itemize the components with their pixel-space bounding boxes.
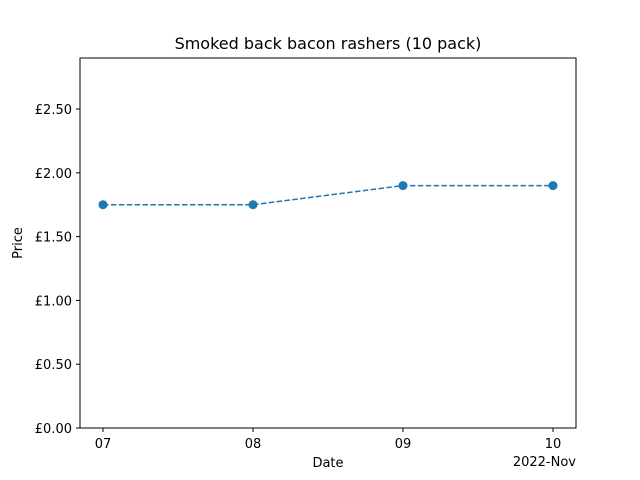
y-tick-label: £1.50	[35, 231, 72, 246]
plot-frame	[79, 57, 577, 429]
data-point	[398, 181, 408, 191]
data-point	[248, 200, 258, 210]
x-axis-offset-label: 2022-Nov	[513, 455, 576, 470]
series-line	[103, 184, 553, 206]
series-layer	[98, 181, 558, 210]
x-tick-label: 07	[95, 437, 112, 452]
x-tick-label: 10	[545, 437, 562, 452]
x-axis-ticks: 07 08 09 10	[95, 428, 562, 452]
y-axis-label: Price	[11, 227, 26, 259]
x-axis-label: Date	[312, 456, 343, 471]
data-point	[548, 181, 558, 191]
y-tick-label: £1.00	[35, 294, 72, 309]
y-axis-ticks: £0.00 £0.50 £1.00 £1.50 £2.00 £2.50	[35, 103, 80, 437]
x-tick-label: 09	[395, 437, 412, 452]
y-tick-label: £0.00	[35, 422, 72, 437]
data-point	[98, 200, 108, 210]
y-tick-label: £2.50	[35, 103, 72, 118]
chart-title: Smoked back bacon rashers (10 pack)	[175, 34, 482, 53]
plot-area	[79, 57, 577, 429]
y-tick-label: £2.00	[35, 167, 72, 182]
y-tick-label: £0.50	[35, 358, 72, 373]
x-tick-label: 08	[245, 437, 262, 452]
